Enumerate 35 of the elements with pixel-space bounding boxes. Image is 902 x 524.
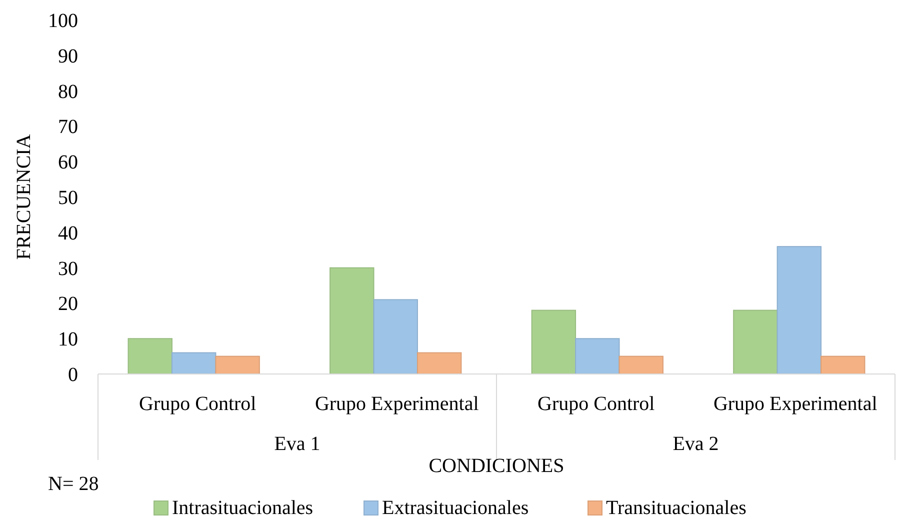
y-tick-label: 80 xyxy=(58,80,78,103)
y-tick-label: 70 xyxy=(58,116,78,138)
bar xyxy=(820,356,866,374)
text: Eva 1 xyxy=(274,433,320,455)
legend-label: Intrasituacionales xyxy=(172,497,314,519)
bar xyxy=(330,267,374,374)
x-tick-label: Grupo Experimental xyxy=(713,393,878,415)
bar xyxy=(215,356,260,374)
x-tick-label: Grupo Control xyxy=(538,393,656,415)
legend-label: Transituacionales xyxy=(606,497,747,519)
y-tick-label: 50 xyxy=(58,187,78,209)
bar xyxy=(416,352,462,374)
legend-label: Extrasituacionales xyxy=(382,497,529,519)
bar xyxy=(171,352,216,374)
y-tick-label: 0 xyxy=(68,364,78,386)
y-axis-title: FRECUENCIA xyxy=(13,134,35,260)
text: N= 28 xyxy=(48,473,99,495)
y-tick-label: 10 xyxy=(58,328,78,351)
x-tick-label: Grupo Control xyxy=(139,393,257,415)
y-tick-label: 40 xyxy=(58,222,78,244)
y-tick-label: 100 xyxy=(48,10,78,32)
y-tick-label: 30 xyxy=(58,258,78,280)
bar xyxy=(575,338,620,374)
x-tick-label: Grupo Experimental xyxy=(314,393,480,415)
bar xyxy=(776,246,822,374)
bar xyxy=(733,310,778,374)
bar xyxy=(531,310,576,374)
bar xyxy=(128,338,172,374)
y-tick-label: 90 xyxy=(58,45,78,68)
y-tick-label: 20 xyxy=(58,293,78,316)
x-axis-title: CONDICIONES xyxy=(428,455,564,477)
bar xyxy=(618,356,664,374)
text: Eva 2 xyxy=(672,433,719,455)
bar xyxy=(373,299,418,374)
y-tick-label: 60 xyxy=(58,152,78,174)
